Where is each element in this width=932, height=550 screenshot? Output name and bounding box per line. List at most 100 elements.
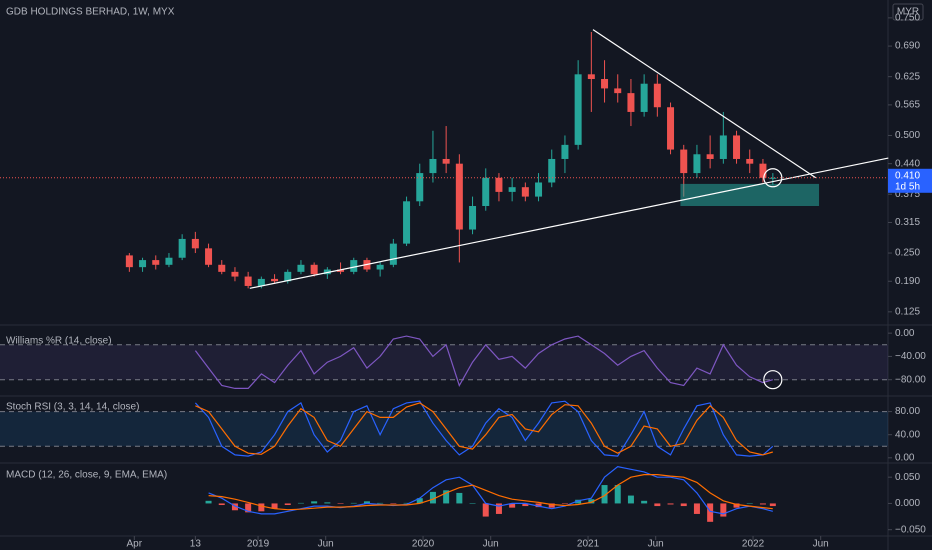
- histogram-bar: [443, 490, 450, 504]
- histogram-bar: [667, 503, 674, 505]
- candle-body: [614, 88, 622, 94]
- histogram-bar: [337, 503, 344, 504]
- candle-body: [191, 238, 199, 249]
- candle-body: [152, 260, 160, 265]
- x-tick-label: Jun: [813, 539, 829, 550]
- indicator-line: [208, 474, 773, 511]
- histogram-bar: [627, 495, 634, 504]
- candle-body: [769, 177, 777, 179]
- histogram-bar: [614, 485, 621, 504]
- candle-body: [706, 154, 714, 159]
- y-tick-label: −0.050: [895, 524, 926, 535]
- y-tick-label: 0.625: [895, 71, 920, 82]
- y-tick-label: 80.00: [895, 406, 920, 417]
- currency: MYR: [897, 7, 919, 18]
- highlight-circle: [763, 370, 783, 390]
- candle-body: [759, 163, 767, 178]
- candle-body: [508, 187, 516, 192]
- histogram-bar: [680, 503, 687, 507]
- histogram-bar: [231, 503, 238, 511]
- candle-body: [429, 158, 437, 174]
- histogram-bar: [693, 503, 700, 514]
- histogram-bar: [403, 502, 410, 504]
- price-label-box: [888, 168, 932, 193]
- histogram-bar: [575, 499, 582, 504]
- histogram-bar: [601, 485, 608, 504]
- pane-title: MACD (12, 26, close, 9, EMA, EMA): [6, 470, 167, 481]
- candle-body: [218, 264, 226, 272]
- candle-body: [310, 264, 318, 275]
- candle-body: [627, 93, 635, 112]
- candle-body: [574, 74, 582, 145]
- candle-body: [376, 264, 384, 270]
- candle-body: [653, 83, 661, 108]
- y-tick-label: 0.000: [895, 498, 920, 509]
- histogram-bar: [324, 502, 331, 504]
- candle-body: [746, 158, 754, 164]
- y-tick-label: 0.00: [895, 452, 915, 463]
- candle-body: [205, 248, 213, 265]
- histogram-bar: [245, 503, 252, 513]
- histogram-bar: [284, 503, 291, 506]
- histogram-bar: [271, 503, 278, 509]
- candle-body: [403, 201, 411, 244]
- indicator-line: [194, 400, 774, 457]
- histogram-bar: [456, 492, 463, 504]
- histogram-bar: [495, 503, 502, 514]
- histogram-bar: [390, 503, 397, 504]
- histogram-bar: [469, 503, 476, 504]
- candle-body: [733, 135, 741, 159]
- histogram-bar: [509, 503, 516, 508]
- candle-body: [139, 260, 147, 268]
- candle-body: [271, 278, 279, 282]
- y-tick-label: 0.750: [895, 13, 920, 24]
- histogram-bar: [258, 503, 265, 512]
- price-label: 0.410: [895, 170, 920, 181]
- candle-body: [693, 154, 701, 174]
- candle-body: [495, 177, 503, 192]
- zone: [680, 183, 820, 207]
- x-tick-label: 2021: [577, 539, 600, 550]
- y-tick-label: −40.00: [895, 351, 926, 362]
- histogram-bar: [759, 503, 766, 505]
- x-tick-label: 13: [190, 539, 202, 550]
- x-tick-label: Jun: [318, 539, 334, 550]
- candle-body: [178, 238, 186, 258]
- y-tick-label: 0.250: [895, 248, 920, 259]
- candle-body: [244, 276, 252, 286]
- histogram-bar: [429, 491, 436, 504]
- candle-body: [231, 271, 239, 277]
- histogram-bar: [350, 502, 357, 504]
- band-fill: [0, 411, 888, 447]
- candle-body: [548, 158, 556, 183]
- histogram-bar: [720, 503, 727, 517]
- candle-body: [640, 83, 648, 112]
- histogram-bar: [561, 503, 568, 504]
- candle-body: [455, 163, 463, 230]
- y-tick-label: 40.00: [895, 429, 920, 440]
- y-tick-label: 0.190: [895, 276, 920, 287]
- trendline: [592, 29, 817, 179]
- histogram-bar: [535, 503, 542, 508]
- y-tick-label: 0.00: [895, 328, 915, 339]
- histogram-bar: [522, 503, 529, 507]
- histogram-bar: [297, 502, 304, 504]
- chart-title: GDB HOLDINGS BERHAD, 1W, MYX: [6, 7, 175, 18]
- histogram-bar: [641, 500, 648, 504]
- candle-body: [442, 158, 450, 164]
- candle-body: [165, 257, 173, 265]
- histogram-bar: [416, 498, 423, 504]
- histogram-bar: [548, 503, 555, 508]
- y-tick-label: 0.565: [895, 100, 920, 111]
- y-tick-label: 0.690: [895, 41, 920, 52]
- candle-body: [667, 107, 675, 150]
- pane-title: Williams %R (14, close): [6, 336, 112, 347]
- highlight-circle: [763, 168, 783, 188]
- x-tick-label: 2022: [742, 539, 765, 550]
- candle-body: [350, 260, 358, 272]
- histogram-bar: [363, 501, 370, 504]
- candle-body: [284, 271, 292, 282]
- candle-body: [680, 149, 688, 174]
- indicator-line: [208, 466, 773, 515]
- indicator-line: [195, 402, 773, 456]
